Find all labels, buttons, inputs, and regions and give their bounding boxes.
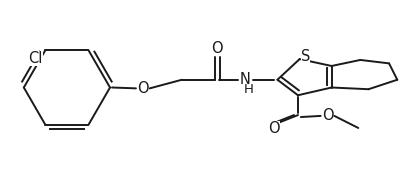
Text: S: S — [301, 49, 310, 64]
Text: N: N — [240, 72, 251, 87]
Text: O: O — [211, 41, 222, 56]
Text: O: O — [269, 121, 280, 136]
Text: O: O — [137, 81, 148, 96]
Text: Cl: Cl — [28, 51, 43, 66]
Text: O: O — [322, 108, 333, 123]
Text: H: H — [244, 83, 253, 96]
